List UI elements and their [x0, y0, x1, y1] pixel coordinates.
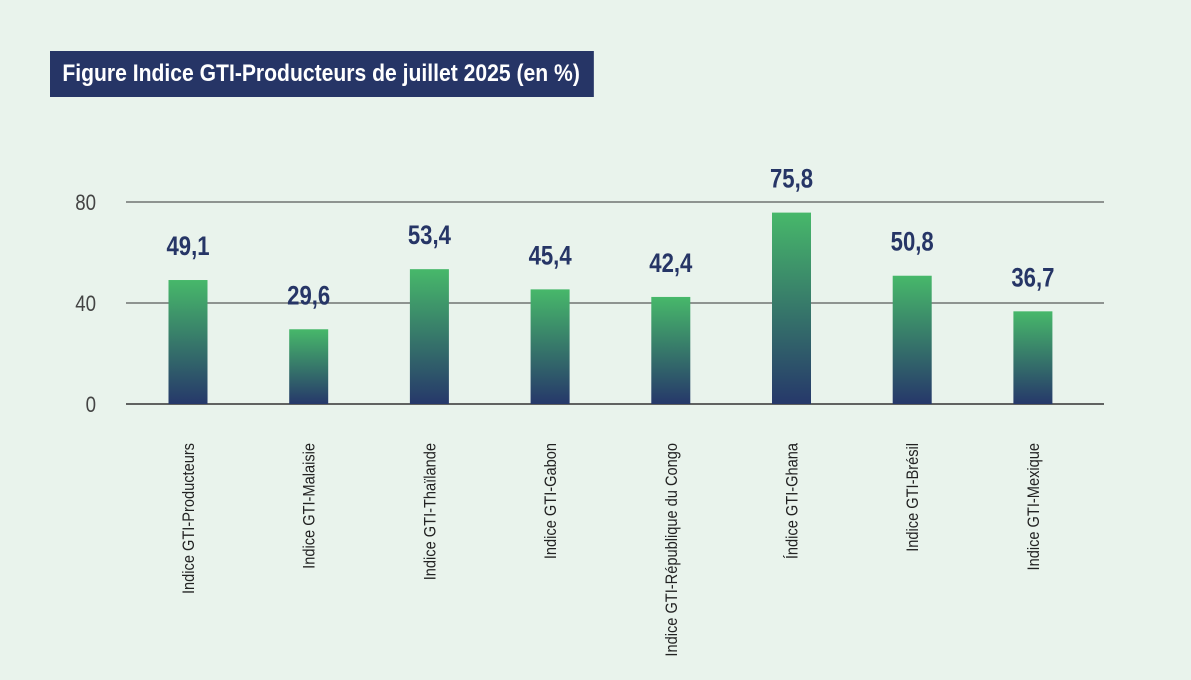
category-label: Índice GTI-Ghana [781, 443, 801, 559]
data-label: 36,7 [1011, 263, 1054, 293]
bar-8 [1013, 311, 1053, 404]
data-label: 45,4 [529, 241, 572, 271]
data-label: 50,8 [891, 228, 934, 258]
category-label: Indice GTI-Thaïlande [421, 443, 439, 580]
chart-title: Figure Indice GTI-Producteurs de juillet… [50, 51, 594, 97]
category-label: Indice GTI-Producteurs [180, 443, 198, 594]
data-label: 75,8 [770, 165, 813, 195]
bar-3 [409, 269, 449, 404]
y-tick-label: 80 [75, 192, 96, 216]
bar-7 [892, 275, 932, 404]
data-label: 42,4 [649, 249, 692, 279]
data-label: 53,4 [408, 221, 451, 251]
bar-6 [772, 212, 811, 404]
category-label: Indice GTI-Mexique [1025, 443, 1043, 571]
bar-5 [651, 296, 691, 404]
bar-4 [530, 289, 570, 404]
chart-title-text: Figure Indice GTI-Producteurs de juillet… [62, 60, 580, 87]
category-label: Indice GTI-Malaisie [301, 443, 319, 569]
y-tick-label: 0 [86, 394, 96, 418]
category-label: Indice GTI-Brésil [904, 443, 922, 552]
category-label: Indice GTI-Gabon [542, 443, 560, 559]
category-label: Indice GTI-République du Congo [663, 443, 681, 657]
bar-2 [289, 329, 329, 404]
bar-1 [168, 280, 208, 404]
y-tick-label: 40 [75, 293, 96, 317]
data-label: 29,6 [287, 281, 330, 311]
data-label: 49,1 [166, 232, 209, 262]
